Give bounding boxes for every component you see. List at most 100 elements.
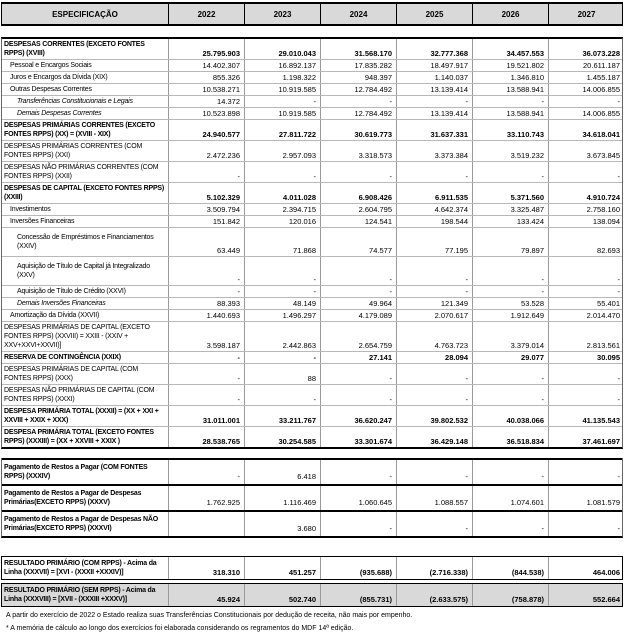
table-row: Aquisição de Título de Capital já Integr… bbox=[2, 257, 622, 286]
cell-value: 30.095 bbox=[548, 352, 624, 363]
cell-value: 1.912.649 bbox=[472, 310, 548, 321]
row-label: Investimentos bbox=[10, 206, 51, 213]
cell-value: 17.835.282 bbox=[320, 60, 396, 71]
cell-value: 13.588.941 bbox=[472, 108, 548, 119]
cell-value: - bbox=[396, 512, 472, 536]
cell-value: - bbox=[168, 257, 244, 285]
cell-value: 27.811.722 bbox=[244, 120, 320, 140]
cell-value: 14.006.855 bbox=[548, 108, 624, 119]
cell-value: 28.094 bbox=[396, 352, 472, 363]
cell-value: 5.102.329 bbox=[168, 183, 244, 203]
cell-value: 63.449 bbox=[168, 228, 244, 256]
table-row: Juros e Encargos da Dívida (XIX) 855.326 1… bbox=[2, 72, 622, 84]
cell-value: - bbox=[472, 162, 548, 182]
cell-value: 12.784.492 bbox=[320, 108, 396, 119]
cell-value: 318.310 bbox=[168, 557, 244, 579]
cell-value: 34.457.553 bbox=[472, 39, 548, 59]
cell-value: 138.094 bbox=[548, 216, 624, 227]
cell-value: 36.429.148 bbox=[396, 427, 472, 447]
cell-value: 48.149 bbox=[244, 298, 320, 309]
column-header-year: 2022 bbox=[168, 4, 244, 24]
table-header: ESPECIFICAÇÃO 2022 2023 2024 2025 2026 2027 bbox=[1, 2, 623, 26]
cell-value: (2.716.338) bbox=[396, 557, 472, 579]
cell-value: 3.373.384 bbox=[396, 141, 472, 161]
cell-value: 3.673.845 bbox=[548, 141, 624, 161]
table-row: DESPESAS DE CAPITAL (EXCETO FONTES RPPS)… bbox=[2, 183, 622, 204]
resultado-primario-table: RESULTADO PRIMÁRIO (COM RPPS) - Acima da… bbox=[1, 556, 623, 607]
table-row: DESPESA PRIMÁRIA TOTAL (EXCETO FONTES RP… bbox=[2, 427, 622, 447]
cell-value: - bbox=[472, 460, 548, 484]
row-label: DESPESAS PRIMÁRIAS CORRENTES (COM FONTES… bbox=[4, 143, 143, 159]
cell-value: - bbox=[320, 460, 396, 484]
cell-value: 4.763.723 bbox=[396, 322, 472, 351]
row-label: RESULTADO PRIMÁRIO (COM RPPS) - Acima da… bbox=[4, 560, 157, 576]
cell-value: 6.911.535 bbox=[396, 183, 472, 203]
cell-value: (758.878) bbox=[472, 584, 548, 606]
cell-value: - bbox=[244, 385, 320, 405]
table-row: Pagamento de Restos a Pagar de Despesas … bbox=[2, 510, 622, 536]
table-row: Concessão de Empréstimos e Financiamento… bbox=[2, 228, 622, 257]
table-row: Aquisição de Título de Crédito (XXVI) - - -… bbox=[2, 286, 622, 298]
cell-value: 14.402.307 bbox=[168, 60, 244, 71]
restos-a-pagar-table: Pagamento de Restos a Pagar (COM FONTES … bbox=[1, 458, 623, 538]
cell-value: 37.461.697 bbox=[548, 427, 624, 447]
cell-value: 552.664 bbox=[548, 584, 624, 606]
cell-value: 13.139.414 bbox=[396, 108, 472, 119]
cell-value: 120.016 bbox=[244, 216, 320, 227]
cell-value: - bbox=[320, 512, 396, 536]
cell-value: - bbox=[396, 96, 472, 107]
cell-value: 1.198.322 bbox=[244, 72, 320, 83]
row-label: DESPESAS NÃO PRIMÁRIAS CORRENTES (COM FO… bbox=[4, 164, 159, 180]
table-row: RESULTADO PRIMÁRIO (COM RPPS) - Acima da… bbox=[1, 556, 623, 580]
cell-value: 39.802.532 bbox=[396, 406, 472, 426]
cell-value: - bbox=[548, 162, 624, 182]
cell-value: 4.642.374 bbox=[396, 204, 472, 215]
cell-value: (935.688) bbox=[320, 557, 396, 579]
cell-value: 121.349 bbox=[396, 298, 472, 309]
cell-value: 33.211.767 bbox=[244, 406, 320, 426]
cell-value: 24.940.577 bbox=[168, 120, 244, 140]
cell-value: - bbox=[472, 257, 548, 285]
cell-value: 2.604.795 bbox=[320, 204, 396, 215]
table-header-row: ESPECIFICAÇÃO 2022 2023 2024 2025 2026 2027 bbox=[2, 4, 622, 24]
row-label: Inversões Financeiras bbox=[10, 218, 75, 225]
row-label: Aquisição de Título de Crédito (XXVI) bbox=[17, 288, 126, 295]
cell-value: - bbox=[244, 352, 320, 363]
cell-value: 14.006.855 bbox=[548, 84, 624, 95]
row-label: DESPESA PRIMÁRIA TOTAL (XXXII) = (XX + X… bbox=[4, 408, 159, 424]
cell-value: 12.784.492 bbox=[320, 84, 396, 95]
cell-value: - bbox=[396, 162, 472, 182]
cell-value: 1.440.693 bbox=[168, 310, 244, 321]
cell-value: 32.777.368 bbox=[396, 39, 472, 59]
cell-value: 10.919.585 bbox=[244, 108, 320, 119]
cell-value: 45.924 bbox=[168, 584, 244, 606]
cell-value: - bbox=[548, 460, 624, 484]
cell-value: 27.141 bbox=[320, 352, 396, 363]
cell-value: 2.070.617 bbox=[396, 310, 472, 321]
table-row: Demais Inversões Financeiras 88.393 48.149… bbox=[2, 298, 622, 310]
cell-value: - bbox=[320, 96, 396, 107]
cell-value: 1.116.469 bbox=[244, 486, 320, 510]
table-row: Amortização da Dívida (XXVII) 1.440.693 1.… bbox=[2, 310, 622, 322]
cell-value: 82.693 bbox=[548, 228, 624, 256]
table-row: Outras Despesas Correntes 10.538.271 10.91… bbox=[2, 84, 622, 96]
row-label: Transferências Constitucionais e Legais bbox=[17, 98, 133, 105]
cell-value: - bbox=[548, 364, 624, 384]
cell-value: 41.135.543 bbox=[548, 406, 624, 426]
cell-value: 88 bbox=[244, 364, 320, 384]
cell-value: - bbox=[320, 364, 396, 384]
row-label: RESULTADO PRIMÁRIO (SEM RPPS) - Acima da… bbox=[4, 587, 156, 603]
row-label: Demais Despesas Correntes bbox=[17, 110, 102, 117]
cell-value: - bbox=[320, 286, 396, 297]
cell-value: (844.538) bbox=[472, 557, 548, 579]
cell-value: 4.179.089 bbox=[320, 310, 396, 321]
cell-value: 36.620.247 bbox=[320, 406, 396, 426]
cell-value: - bbox=[244, 257, 320, 285]
cell-value: 151.842 bbox=[168, 216, 244, 227]
cell-value: (2.633.575) bbox=[396, 584, 472, 606]
cell-value: 4.910.724 bbox=[548, 183, 624, 203]
table-row: RESERVA DE CONTINGÊNCIA (XXIX) - -27.141 28… bbox=[2, 352, 622, 364]
cell-value: 198.544 bbox=[396, 216, 472, 227]
cell-value: 1.455.187 bbox=[548, 72, 624, 83]
